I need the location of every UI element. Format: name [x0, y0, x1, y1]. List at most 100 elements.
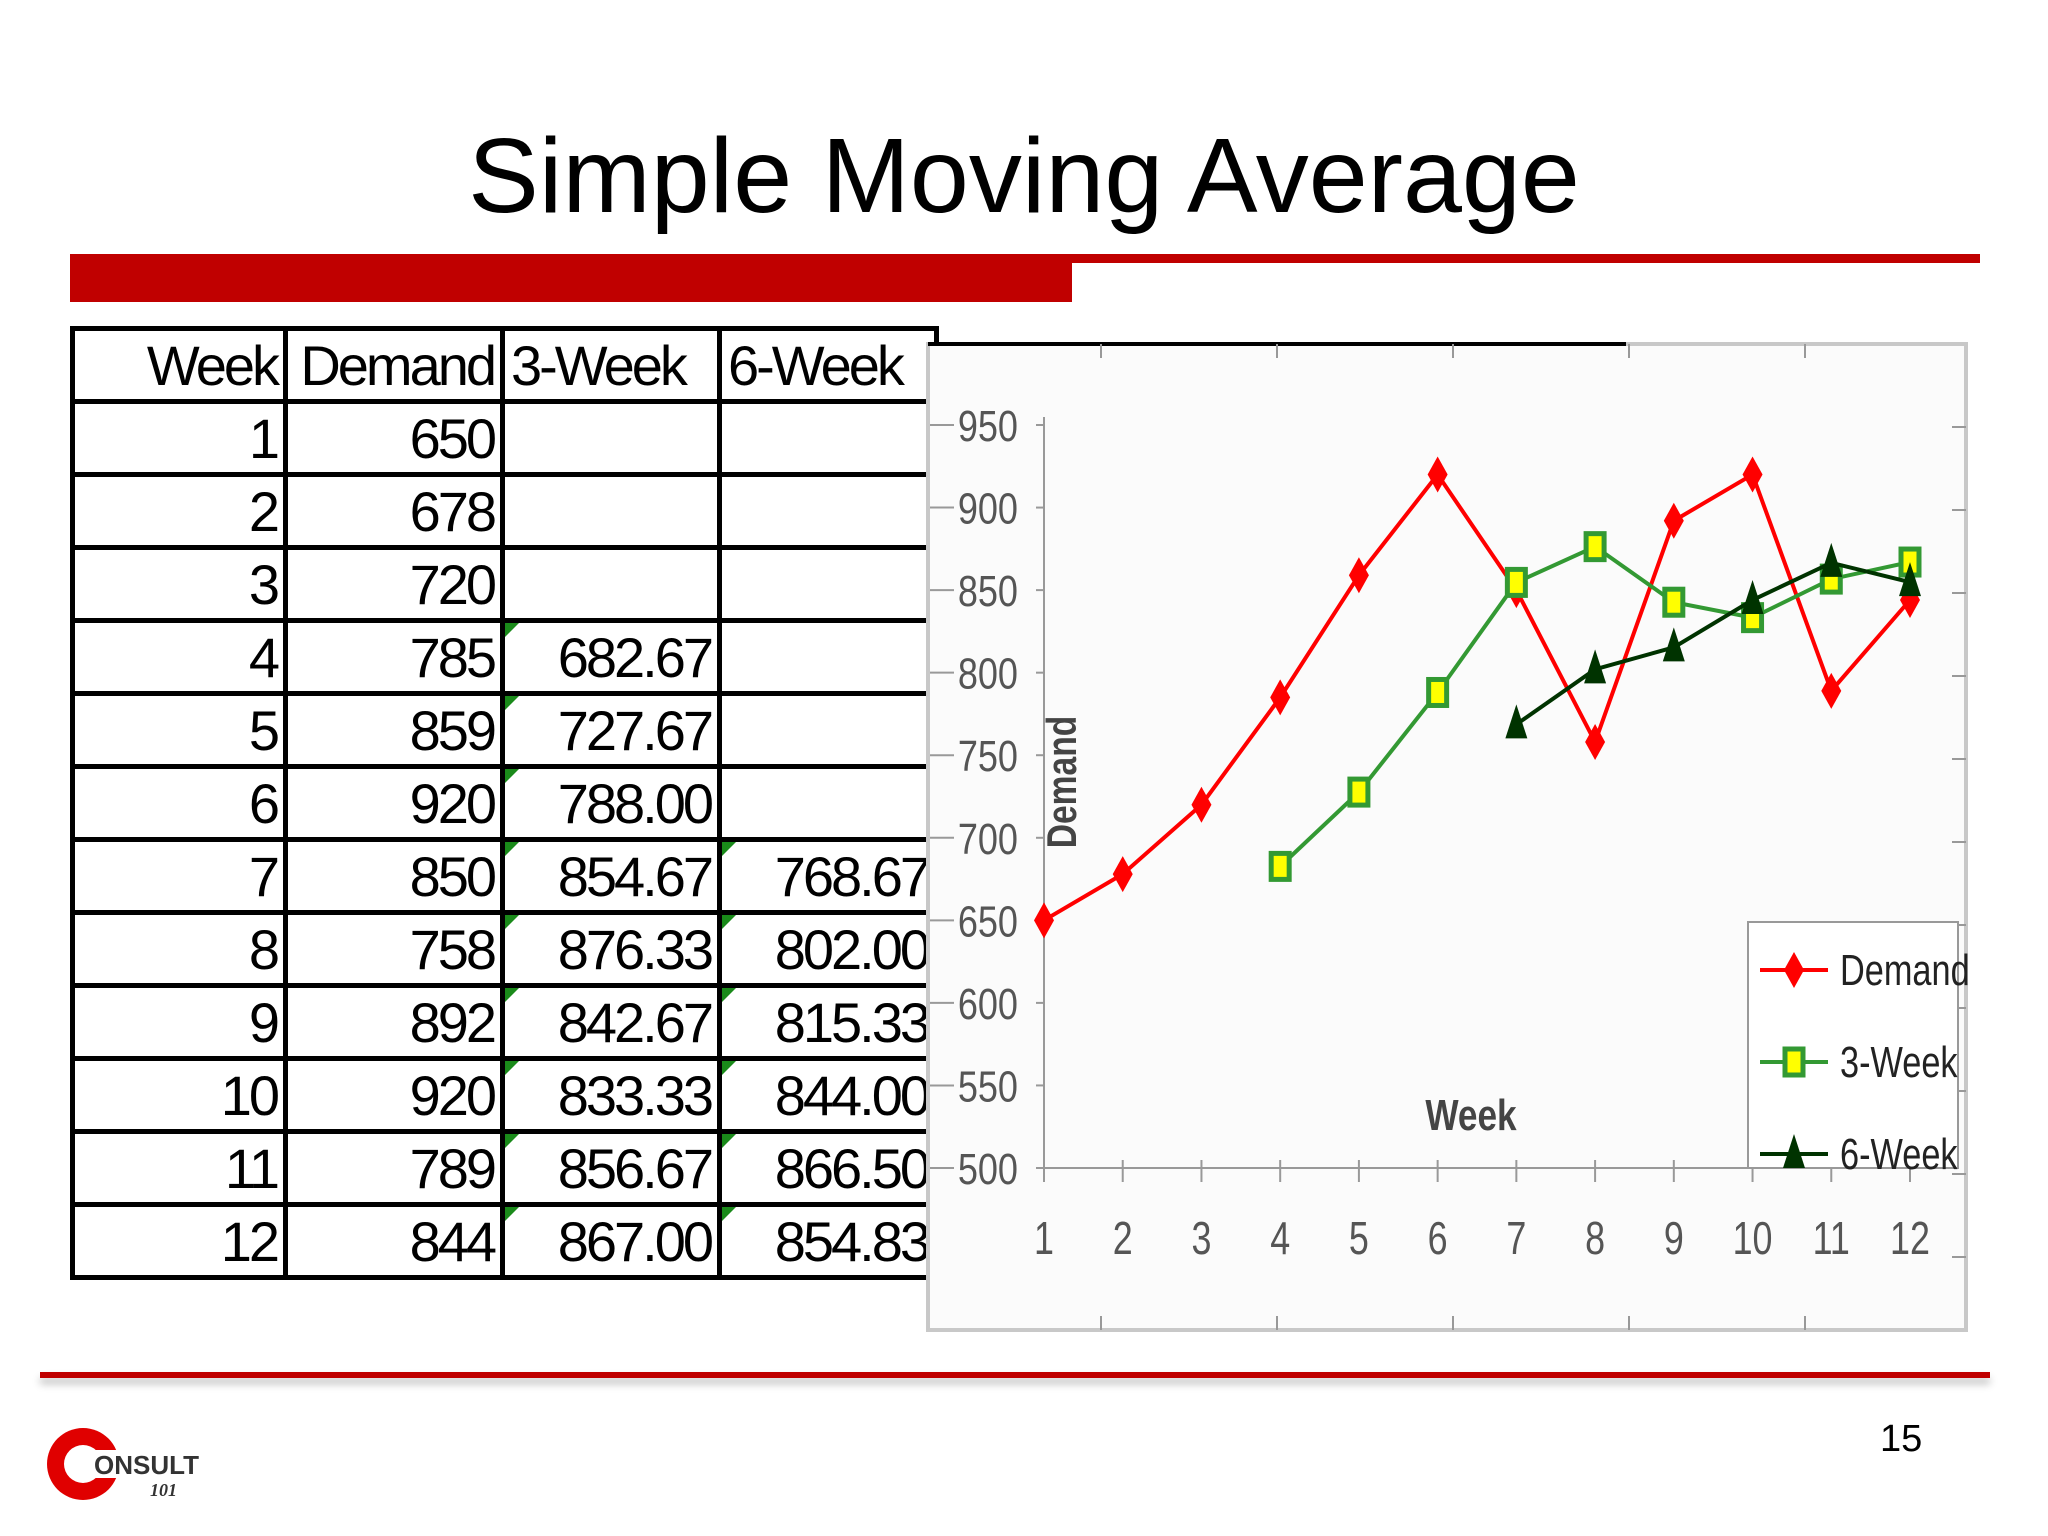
x-axis-label: Week: [1425, 1091, 1517, 1140]
data-point-3-week: [1662, 586, 1686, 618]
x-tick-label: 6: [1428, 1213, 1448, 1264]
cell-demand: 650: [283, 399, 505, 477]
formula-indicator-icon: [505, 1207, 519, 1221]
data-point-demand: [1427, 456, 1448, 493]
table-row: 8 758 876.33 802.00: [70, 910, 939, 988]
data-point-3-week: [1268, 850, 1292, 882]
page-number: 15: [1880, 1418, 1923, 1460]
cell-value: 768.67: [774, 844, 931, 908]
cell-value: 815.33: [774, 990, 931, 1054]
cell-6-week: [717, 472, 939, 550]
data-point-demand: [1742, 456, 1763, 493]
cell-value: 833.33: [557, 1063, 714, 1127]
data-point-6-week: [1584, 649, 1607, 684]
formula-indicator-icon: [505, 769, 519, 783]
cell-6-week: 854.83: [717, 1202, 939, 1280]
table-row: 1 650: [70, 399, 939, 477]
demand-table: Week Demand 3-Week 6-Week 1 650 2 678 3 720 4 7…: [70, 326, 939, 1280]
data-point-demand: [1034, 902, 1054, 939]
x-tick-label: 8: [1585, 1213, 1605, 1264]
cell-week: 6: [70, 764, 288, 842]
cell-demand: 785: [283, 618, 505, 696]
y-tick-label: 600: [958, 980, 1018, 1029]
y-tick-label: 850: [958, 567, 1018, 616]
cell-6-week: 815.33: [717, 983, 939, 1061]
table-row: 11 789 856.67 866.50: [70, 1129, 939, 1207]
data-point-3-week: [1426, 676, 1450, 708]
formula-indicator-icon: [505, 842, 519, 856]
cell-demand: 720: [283, 545, 505, 623]
x-tick-label: 11: [1813, 1213, 1850, 1264]
cell-6-week: 866.50: [717, 1129, 939, 1207]
table-row: 7 850 854.67 768.67: [70, 837, 939, 915]
cell-value: 844.00: [774, 1063, 931, 1127]
cell-demand: 844: [283, 1202, 505, 1280]
cell-week: 10: [70, 1056, 288, 1134]
slide-title: Simple Moving Average: [468, 117, 1580, 235]
y-tick-label: 650: [958, 897, 1018, 946]
legend-label: 6-Week: [1840, 1130, 1958, 1179]
data-point-demand: [1821, 672, 1842, 709]
cell-6-week: [717, 618, 939, 696]
formula-indicator-icon: [505, 1061, 519, 1075]
cell-6-week: [717, 545, 939, 623]
formula-indicator-icon: [722, 1207, 736, 1221]
logo-text: ONSULT: [94, 1450, 199, 1480]
formula-indicator-icon: [505, 915, 519, 929]
formula-indicator-icon: [722, 842, 736, 856]
cell-6-week: [717, 764, 939, 842]
cell-demand: 892: [283, 983, 505, 1061]
x-tick-label: 9: [1664, 1213, 1684, 1264]
data-point-demand: [1112, 856, 1133, 893]
cell-6-week: [717, 691, 939, 769]
cell-demand: 850: [283, 837, 505, 915]
legend-marker-icon: [1784, 952, 1804, 988]
cell-6-week: 844.00: [717, 1056, 939, 1134]
header-week: Week: [70, 326, 288, 404]
cell-value: 842.67: [557, 990, 714, 1054]
chart-legend: [1747, 921, 1959, 1169]
table-row: 6 920 788.00: [70, 764, 939, 842]
cell-week: 12: [70, 1202, 288, 1280]
table-row: 12 844 867.00 854.83: [70, 1202, 939, 1280]
cell-6-week: 802.00: [717, 910, 939, 988]
cell-week: 8: [70, 910, 288, 988]
formula-indicator-icon: [505, 623, 519, 637]
cell-value: 856.67: [557, 1136, 714, 1200]
legend-marker-icon: [1783, 1134, 1805, 1168]
cell-week: 9: [70, 983, 288, 1061]
x-tick-label: 7: [1506, 1213, 1526, 1264]
data-point-3-week: [1504, 566, 1528, 598]
data-point-demand: [1348, 557, 1369, 594]
data-point-demand: [1663, 502, 1684, 539]
cell-week: 4: [70, 618, 288, 696]
y-tick-label: 500: [958, 1145, 1018, 1194]
header-demand: Demand: [283, 326, 505, 404]
cell-value: 727.67: [557, 698, 714, 762]
y-tick-label: 950: [958, 402, 1018, 451]
formula-indicator-icon: [722, 915, 736, 929]
cell-week: 1: [70, 399, 288, 477]
cell-3-week: [500, 545, 722, 623]
data-point-6-week: [1662, 627, 1685, 662]
cell-3-week: 854.67: [500, 837, 722, 915]
cell-3-week: 727.67: [500, 691, 722, 769]
formula-indicator-icon: [722, 1061, 736, 1075]
cell-value: 854.83: [774, 1209, 931, 1273]
cell-3-week: 856.67: [500, 1129, 722, 1207]
cell-3-week: 867.00: [500, 1202, 722, 1280]
cell-3-week: [500, 472, 722, 550]
table-header-row: Week Demand 3-Week 6-Week: [70, 326, 939, 404]
y-tick-label: 750: [958, 732, 1018, 781]
data-point-6-week: [1820, 542, 1843, 577]
table-row: 9 892 842.67 815.33: [70, 983, 939, 1061]
series-line-demand: [1042, 471, 1912, 923]
cell-demand: 920: [283, 764, 505, 842]
formula-indicator-icon: [722, 1134, 736, 1148]
data-point-demand: [1270, 679, 1291, 716]
data-point-6-week: [1741, 580, 1764, 615]
x-tick-label: 3: [1191, 1213, 1211, 1264]
series-line-6-week: [1515, 560, 1911, 727]
y-axis-label: Demand: [1040, 716, 1086, 849]
